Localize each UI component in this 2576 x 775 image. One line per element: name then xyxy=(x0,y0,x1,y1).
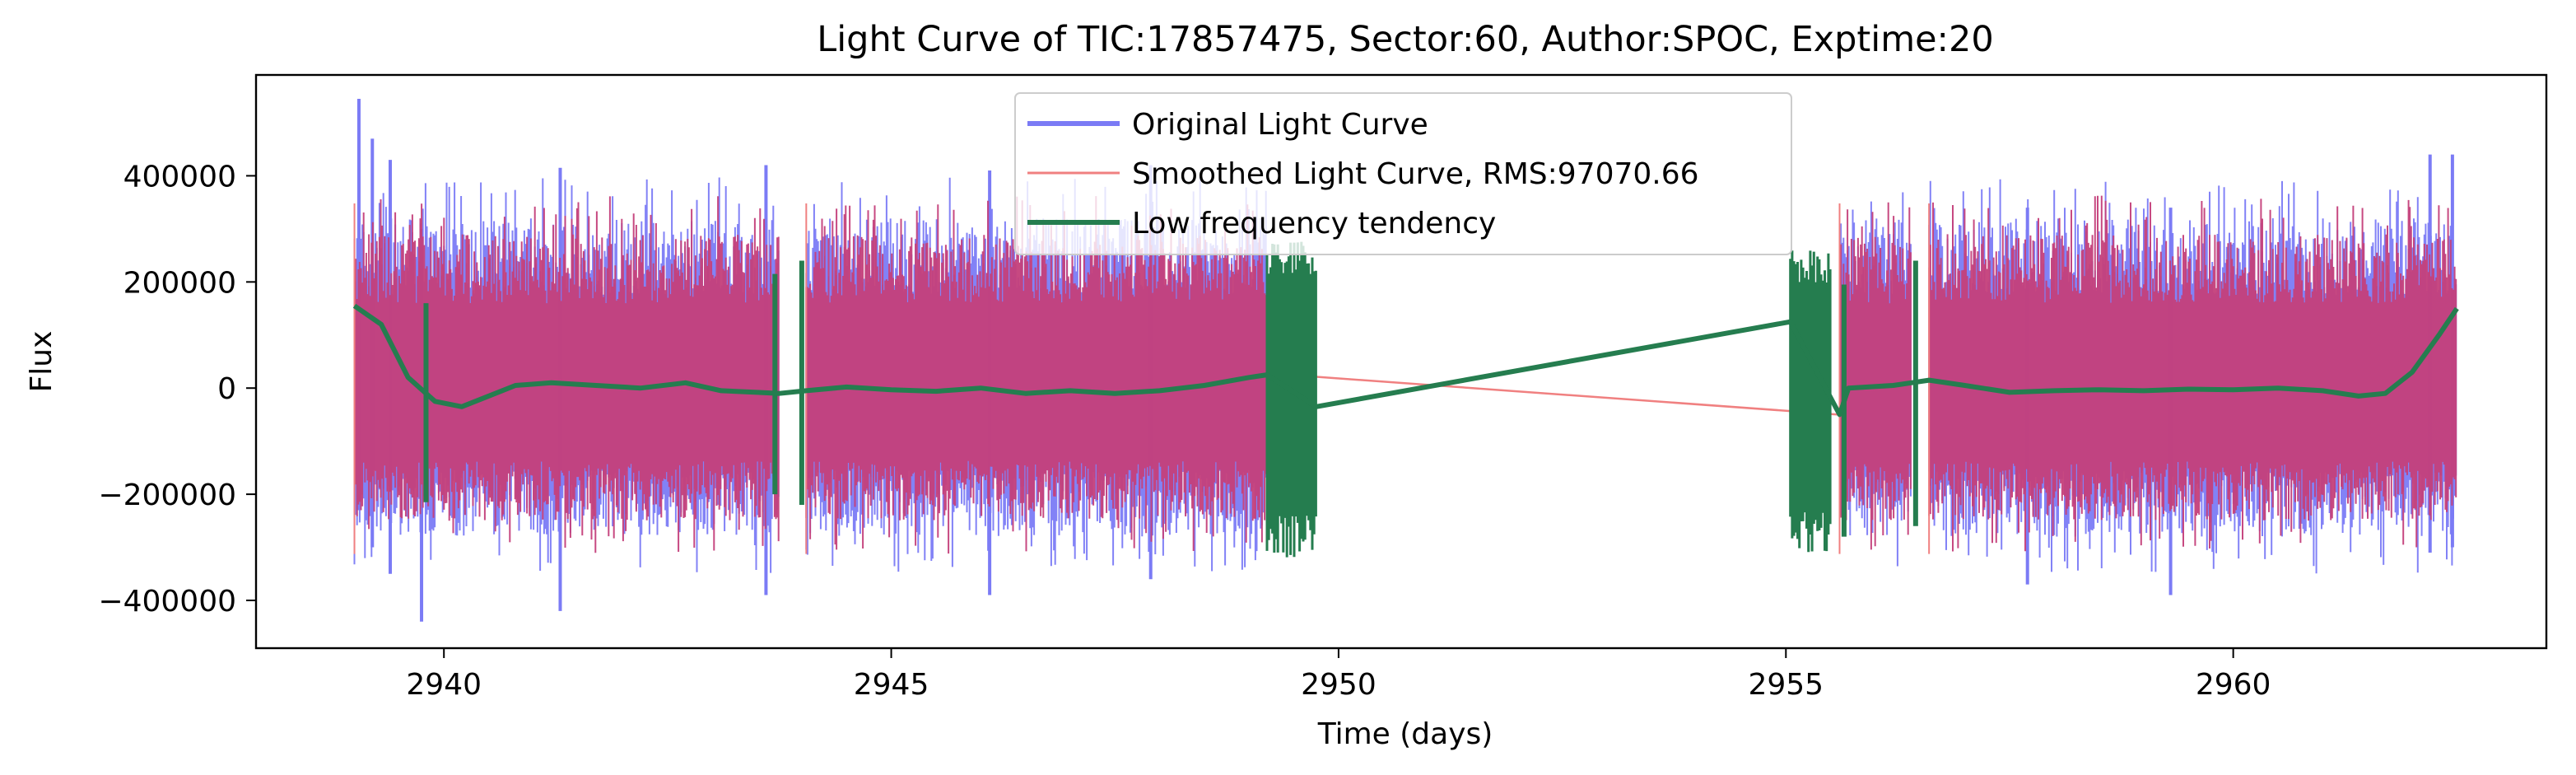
y-tick-label: −400000 xyxy=(98,585,236,619)
legend-box xyxy=(1014,92,1792,255)
y-axis: −400000 −200000 0 200000 400000 xyxy=(98,160,256,619)
x-tick-label: 2950 xyxy=(1301,668,1377,702)
chart-title: Light Curve of TIC:17857475, Sector:60, … xyxy=(817,19,1994,60)
x-tick-label: 2945 xyxy=(854,668,929,702)
smoothed-curve-gap-line xyxy=(1266,371,1840,416)
x-axis-label: Time (days) xyxy=(1317,717,1493,751)
smoothed-light-curve-series xyxy=(353,195,2457,554)
y-tick-label: −200000 xyxy=(98,479,236,512)
legend-label: Low frequency tendency xyxy=(1132,207,1496,240)
low-frequency-tendency-series xyxy=(352,241,2459,558)
x-axis: 2940 2945 2950 2955 2960 xyxy=(406,648,2271,702)
legend-label: Original Light Curve xyxy=(1132,108,1428,142)
legend-label: Smoothed Light Curve, RMS:97070.66 xyxy=(1132,157,1699,191)
y-tick-label: 400000 xyxy=(123,160,236,194)
plot-frame xyxy=(254,73,2548,650)
trend-line xyxy=(352,303,2459,418)
y-tick-label: 0 xyxy=(217,372,236,406)
y-axis-label: Flux xyxy=(25,331,58,393)
legend: Original Light Curve Smoothed Light Curve… xyxy=(1014,92,1792,255)
trend-dense-band-1 xyxy=(1789,250,1832,553)
y-tick-label: 200000 xyxy=(123,266,236,300)
x-tick-label: 2940 xyxy=(406,668,482,702)
plot-area xyxy=(352,99,2459,622)
x-tick-label: 2960 xyxy=(2196,668,2271,702)
x-tick-label: 2955 xyxy=(1748,668,1824,702)
